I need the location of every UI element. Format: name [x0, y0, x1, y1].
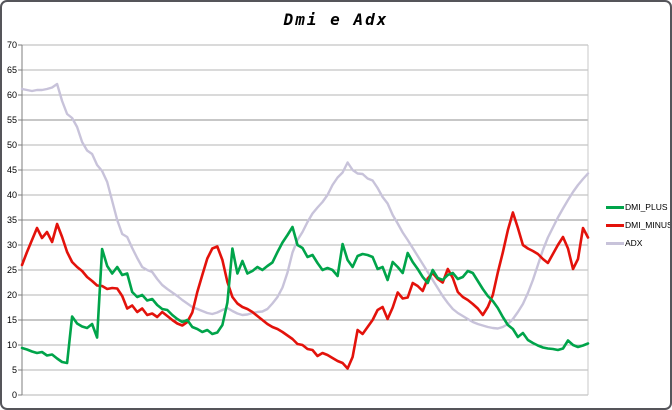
- y-tick-label: 35: [6, 214, 17, 225]
- dmi-minus-swatch-icon: [606, 223, 624, 227]
- adx-line[interactable]: [20, 82, 590, 330]
- dmi-plus-swatch-icon: [606, 205, 624, 209]
- y-tick-label: 20: [6, 289, 17, 300]
- adx-swatch-icon: [606, 241, 624, 245]
- y-tick-label: 15: [6, 314, 17, 325]
- legend: DMI_PLUS DMI_MINUS ADX: [606, 198, 670, 252]
- y-tick-label: 30: [6, 239, 17, 250]
- y-tick-label: 70: [6, 39, 17, 50]
- y-tick-label: 60: [6, 89, 17, 100]
- y-tick-label: 55: [6, 114, 17, 125]
- legend-label-dmi-minus: DMI_MINUS: [625, 220, 672, 230]
- dmi-plus-line[interactable]: [20, 225, 590, 365]
- y-tick-label: 50: [6, 139, 17, 150]
- legend-item-adx[interactable]: ADX: [606, 234, 668, 252]
- legend-item-dmi-plus[interactable]: DMI_PLUS: [606, 198, 668, 216]
- legend-item-dmi-minus[interactable]: DMI_MINUS: [606, 216, 670, 234]
- plot-area[interactable]: [18, 44, 596, 398]
- legend-label-dmi-plus: DMI_PLUS: [625, 202, 668, 212]
- y-tick-label: 5: [11, 364, 17, 375]
- y-tick-label: 25: [6, 264, 17, 275]
- dmi-minus-line[interactable]: [20, 211, 590, 370]
- y-tick-label: 40: [6, 189, 17, 200]
- y-tick-label: 45: [6, 164, 17, 175]
- y-tick-label: 0: [11, 389, 17, 400]
- y-tick-label: 10: [6, 339, 17, 350]
- y-tick-label: 65: [6, 64, 17, 75]
- legend-label-adx: ADX: [625, 238, 643, 248]
- chart-title[interactable]: Dmi e Adx: [283, 10, 389, 29]
